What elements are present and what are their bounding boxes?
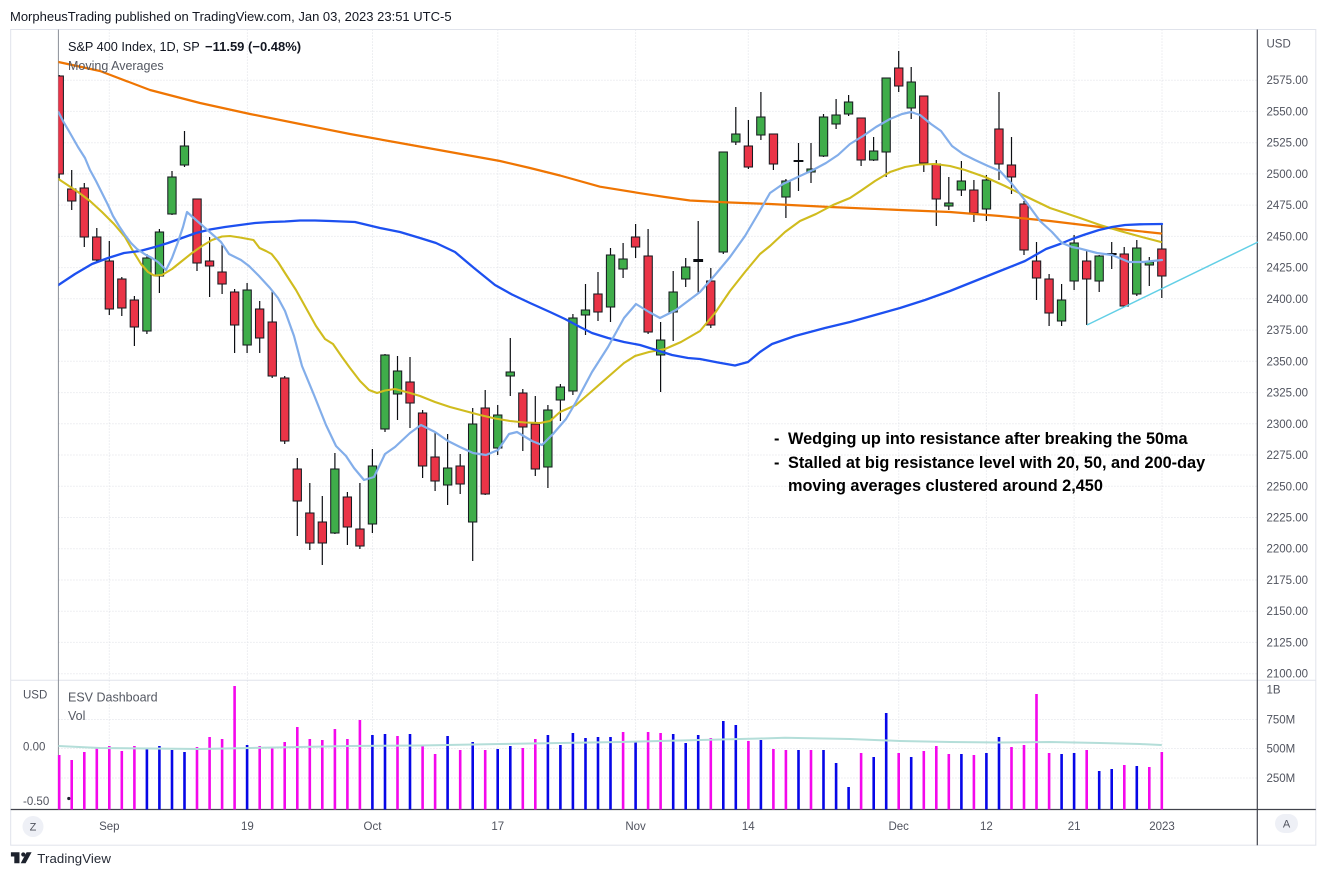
svg-text:2023: 2023 [1149, 821, 1175, 833]
svg-text:Wedging up into resistance aft: Wedging up into resistance after breakin… [788, 430, 1189, 448]
svg-text:A: A [1283, 819, 1291, 831]
svg-text:2525.00: 2525.00 [1267, 138, 1309, 150]
svg-text:Sep: Sep [99, 821, 119, 833]
svg-text:Nov: Nov [625, 821, 646, 833]
svg-text:2125.00: 2125.00 [1267, 637, 1309, 649]
svg-text:Vol: Vol [68, 709, 85, 723]
svg-text:2100.00: 2100.00 [1267, 669, 1309, 681]
svg-text:Dec: Dec [888, 821, 909, 833]
svg-text:TradingView: TradingView [37, 851, 111, 866]
svg-text:−11.59 (−0.48%): −11.59 (−0.48%) [205, 39, 301, 54]
svg-text:2225.00: 2225.00 [1267, 513, 1309, 525]
svg-text:1B: 1B [1267, 685, 1281, 697]
svg-text:2475.00: 2475.00 [1267, 200, 1309, 212]
svg-text:MorpheusTrading published on T: MorpheusTrading published on TradingView… [10, 9, 452, 24]
svg-text:2250.00: 2250.00 [1267, 481, 1309, 493]
svg-text:-0.50: -0.50 [23, 796, 49, 808]
svg-text:2150.00: 2150.00 [1267, 606, 1309, 618]
svg-text:2175.00: 2175.00 [1267, 575, 1309, 587]
svg-text:2450.00: 2450.00 [1267, 231, 1309, 243]
svg-text:USD: USD [23, 690, 47, 702]
svg-text:17: 17 [491, 821, 504, 833]
svg-text:2325.00: 2325.00 [1267, 388, 1309, 400]
svg-text:-: - [774, 430, 779, 448]
svg-text:moving averages clustered arou: moving averages clustered around 2,450 [788, 477, 1103, 495]
svg-text:0.00: 0.00 [23, 742, 45, 754]
svg-text:2425.00: 2425.00 [1267, 263, 1309, 275]
svg-text:ESV Dashboard: ESV Dashboard [68, 691, 158, 705]
svg-text:Z: Z [30, 822, 37, 834]
svg-text:Moving Averages: Moving Averages [68, 59, 164, 73]
svg-text:750M: 750M [1267, 715, 1296, 727]
svg-text:2350.00: 2350.00 [1267, 356, 1309, 368]
svg-text:250M: 250M [1267, 773, 1296, 785]
svg-text:2575.00: 2575.00 [1267, 75, 1309, 87]
svg-text:Oct: Oct [364, 821, 383, 833]
svg-text:2400.00: 2400.00 [1267, 294, 1309, 306]
svg-text:S&P 400 Index, 1D, SP: S&P 400 Index, 1D, SP [68, 40, 200, 54]
svg-text:USD: USD [1267, 39, 1291, 51]
svg-text:2300.00: 2300.00 [1267, 419, 1309, 431]
svg-text:19: 19 [241, 821, 254, 833]
svg-text:2375.00: 2375.00 [1267, 325, 1309, 337]
svg-text:14: 14 [742, 821, 755, 833]
svg-text:500M: 500M [1267, 743, 1296, 755]
svg-text:12: 12 [980, 821, 993, 833]
svg-text:2200.00: 2200.00 [1267, 544, 1309, 556]
svg-text:2275.00: 2275.00 [1267, 450, 1309, 462]
svg-text:21: 21 [1068, 821, 1081, 833]
svg-text:2550.00: 2550.00 [1267, 106, 1309, 118]
svg-text:-: - [774, 454, 779, 472]
svg-text:Stalled at big resistance leve: Stalled at big resistance level with 20,… [788, 454, 1205, 472]
svg-text:2500.00: 2500.00 [1267, 169, 1309, 181]
